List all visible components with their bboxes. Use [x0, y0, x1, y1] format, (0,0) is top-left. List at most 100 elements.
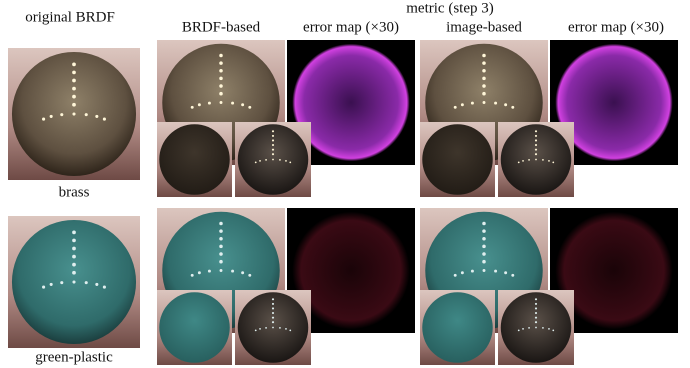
- highlight: [272, 321, 274, 323]
- highlight: [279, 327, 281, 329]
- sphere: [159, 292, 230, 363]
- highlight: [483, 269, 486, 272]
- highlight: [535, 139, 537, 141]
- highlight: [72, 239, 76, 243]
- render: [157, 122, 232, 197]
- highlight: [471, 270, 474, 273]
- highlight: [482, 61, 486, 65]
- highlight: [535, 159, 537, 161]
- sphere: [422, 292, 493, 363]
- render: [8, 48, 140, 180]
- highlight: [483, 101, 486, 104]
- highlight: [50, 115, 53, 118]
- highlight: [504, 271, 507, 274]
- highlight: [552, 162, 554, 164]
- highlight: [72, 63, 76, 67]
- highlight: [535, 303, 537, 305]
- highlight: [219, 229, 223, 233]
- highlight: [482, 222, 486, 226]
- highlight: [219, 84, 223, 88]
- figure: original BRDF metric (step 3) BRDF-based…: [0, 0, 690, 368]
- highlight: [219, 260, 223, 264]
- highlight: [72, 79, 76, 83]
- highlight: [522, 328, 524, 330]
- highlight: [535, 153, 537, 155]
- highlight: [272, 130, 274, 132]
- highlight: [219, 69, 223, 73]
- column-title: error map (×30): [303, 19, 399, 35]
- highlight: [72, 247, 76, 251]
- panels: [8, 40, 678, 365]
- highlight: [219, 222, 223, 226]
- highlight: [219, 245, 223, 249]
- highlight: [42, 118, 45, 121]
- highlight: [72, 112, 75, 115]
- highlight: [482, 252, 486, 256]
- highlight: [219, 61, 223, 65]
- highlight: [518, 330, 520, 332]
- highlight: [272, 144, 274, 146]
- highlight: [219, 77, 223, 81]
- highlight: [518, 162, 520, 164]
- row-label: green-plastic: [35, 349, 113, 365]
- highlight: [504, 103, 507, 106]
- highlight: [272, 317, 274, 319]
- highlight: [535, 327, 537, 329]
- highlight: [494, 270, 497, 273]
- highlight: [528, 327, 530, 329]
- highlight: [72, 103, 76, 107]
- left-title: original BRDF: [25, 9, 115, 25]
- column-title: image-based: [446, 19, 522, 35]
- highlight: [220, 269, 223, 272]
- highlight: [272, 153, 274, 155]
- highlight: [494, 102, 497, 105]
- highlight: [219, 54, 223, 58]
- highlight: [219, 237, 223, 241]
- render: [8, 216, 140, 348]
- highlight: [272, 303, 274, 305]
- highlight: [542, 159, 544, 161]
- highlight: [535, 321, 537, 323]
- highlight: [60, 113, 63, 116]
- highlight: [72, 95, 76, 99]
- highlight: [535, 130, 537, 132]
- highlight: [535, 307, 537, 309]
- render: [420, 122, 495, 197]
- highlight: [60, 281, 63, 284]
- highlight: [72, 87, 76, 91]
- highlight: [454, 274, 457, 277]
- highlight: [552, 330, 554, 332]
- highlight: [265, 159, 267, 161]
- highlight: [50, 283, 53, 286]
- highlight: [289, 330, 291, 332]
- highlight: [191, 274, 194, 277]
- render: [420, 290, 495, 365]
- highlight: [198, 271, 201, 274]
- highlight: [272, 149, 274, 151]
- highlight: [542, 327, 544, 329]
- render: [235, 290, 311, 365]
- sphere: [422, 124, 493, 195]
- highlight: [272, 327, 274, 329]
- highlight: [454, 106, 457, 109]
- highlight: [72, 231, 76, 235]
- highlight: [548, 160, 550, 162]
- highlight: [535, 149, 537, 151]
- highlight: [85, 281, 88, 284]
- highlight: [272, 312, 274, 314]
- highlight: [528, 159, 530, 161]
- highlight: [103, 118, 106, 121]
- highlight: [72, 71, 76, 75]
- render: [235, 122, 311, 197]
- highlight: [272, 139, 274, 141]
- highlight: [285, 160, 287, 162]
- sphere: [159, 124, 230, 195]
- highlight: [219, 92, 223, 96]
- highlight: [511, 274, 514, 277]
- highlight: [535, 298, 537, 300]
- highlight: [72, 255, 76, 259]
- highlight: [231, 102, 234, 105]
- highlight: [272, 298, 274, 300]
- highlight: [482, 77, 486, 81]
- highlight: [72, 280, 75, 283]
